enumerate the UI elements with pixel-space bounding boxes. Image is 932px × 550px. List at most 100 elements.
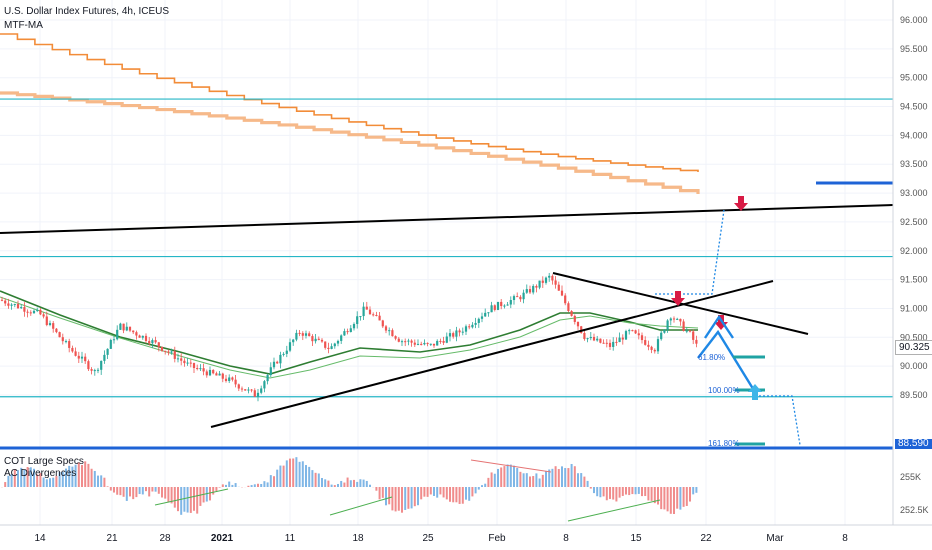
histogram-bar bbox=[100, 475, 103, 487]
candle-body bbox=[112, 339, 116, 341]
candle-body bbox=[266, 375, 269, 382]
time-tick-label: 28 bbox=[159, 533, 171, 544]
candle-body bbox=[484, 312, 487, 317]
candle-body bbox=[532, 285, 535, 293]
candle-body bbox=[208, 369, 212, 376]
time-tick-label: 14 bbox=[34, 533, 46, 544]
histogram-bar bbox=[221, 484, 224, 487]
candle-body bbox=[103, 354, 106, 361]
price-tick-label: 93.500 bbox=[900, 159, 928, 169]
histogram-bar bbox=[122, 487, 125, 497]
histogram-bar bbox=[161, 487, 163, 498]
candle-body bbox=[586, 338, 589, 340]
histogram-bar bbox=[529, 476, 531, 487]
indicator-label[interactable]: MTF-MA bbox=[4, 20, 43, 31]
histogram-bar bbox=[557, 469, 560, 487]
candle-body bbox=[61, 337, 64, 342]
histogram-bar bbox=[641, 487, 643, 497]
histogram-bar bbox=[113, 487, 115, 493]
candle-body bbox=[541, 280, 544, 283]
candle-body bbox=[676, 318, 679, 320]
histogram-bar bbox=[423, 487, 426, 497]
candle-body bbox=[253, 390, 256, 397]
candle-body bbox=[474, 322, 477, 325]
candle-body bbox=[455, 330, 458, 337]
candle-body bbox=[695, 339, 698, 344]
histogram-bar bbox=[52, 477, 55, 487]
trend-drawings[interactable] bbox=[0, 204, 894, 446]
candle-body bbox=[317, 338, 320, 340]
candle-body bbox=[154, 340, 157, 343]
price-axis[interactable]: 96.000 95.500 95.000 94.500 94.000 93.500 93.0… bbox=[892, 0, 928, 525]
histogram-bar bbox=[410, 487, 413, 509]
candle-body bbox=[212, 369, 215, 374]
histogram-bar bbox=[378, 487, 381, 500]
candle-body bbox=[410, 340, 413, 343]
histogram-bar bbox=[493, 473, 496, 487]
candle-body bbox=[151, 340, 154, 344]
candle-body bbox=[74, 351, 77, 356]
candle-body bbox=[36, 309, 39, 311]
histogram-bar bbox=[487, 477, 490, 487]
candle-body bbox=[180, 358, 183, 361]
histogram-bar bbox=[682, 487, 685, 507]
histogram-bar bbox=[522, 473, 525, 487]
time-tick-label: 15 bbox=[630, 533, 642, 544]
histogram-bar bbox=[583, 476, 586, 487]
histogram-bar bbox=[68, 465, 71, 487]
candle-body bbox=[535, 285, 538, 288]
candle-body bbox=[362, 306, 365, 317]
candle-body bbox=[624, 331, 628, 340]
candle-body bbox=[512, 296, 516, 301]
candle-body bbox=[228, 377, 231, 381]
histogram-bar bbox=[455, 487, 458, 503]
histogram-bar bbox=[157, 487, 160, 494]
candle-body bbox=[173, 351, 176, 359]
candle-body bbox=[333, 343, 336, 347]
histogram-bar bbox=[26, 467, 29, 487]
candle-body bbox=[640, 335, 644, 341]
histogram-bar bbox=[471, 487, 474, 497]
histogram-bar bbox=[362, 479, 365, 487]
candle-body bbox=[298, 332, 301, 334]
candle-body bbox=[506, 304, 509, 306]
candle-body bbox=[439, 340, 442, 342]
bullish-divergence-line-3 bbox=[329, 496, 393, 516]
candle-body bbox=[234, 379, 237, 385]
histogram-bar bbox=[116, 487, 119, 495]
histogram-bar bbox=[138, 487, 141, 495]
time-tick-label: 11 bbox=[285, 533, 296, 544]
histogram-bar bbox=[660, 487, 663, 510]
lower-tick-252k: 252.5K bbox=[900, 505, 929, 515]
histogram-bar bbox=[577, 473, 579, 487]
histogram-bar bbox=[541, 474, 544, 487]
cot-indicator-label[interactable]: COT Large Specs bbox=[4, 456, 84, 467]
histogram-bar bbox=[266, 482, 269, 487]
histogram-bar bbox=[327, 480, 330, 487]
histogram-bar bbox=[77, 462, 80, 487]
candle-body bbox=[16, 304, 20, 309]
histogram-bar bbox=[452, 487, 455, 503]
histogram-bar bbox=[97, 475, 99, 487]
time-axis[interactable]: 14 21 28 2021 11 18 25 Feb 8 15 22 Mar 8 bbox=[0, 524, 932, 544]
candle-body bbox=[413, 342, 416, 345]
ac-divergences-label[interactable]: AC Divergences bbox=[4, 468, 77, 479]
candle-body bbox=[551, 275, 554, 281]
candle-body bbox=[84, 356, 87, 362]
candle-body bbox=[116, 329, 119, 340]
candle-body bbox=[516, 296, 519, 298]
histogram-bar bbox=[436, 487, 439, 498]
candle-body bbox=[368, 309, 372, 315]
histogram-bar bbox=[276, 469, 279, 487]
candle-body bbox=[29, 312, 32, 314]
histogram-bar bbox=[4, 482, 7, 487]
histogram-bar bbox=[474, 487, 477, 494]
candle-body bbox=[256, 392, 260, 397]
candle-body bbox=[564, 295, 567, 304]
histogram-bar bbox=[580, 473, 583, 487]
histogram-bar bbox=[404, 487, 407, 510]
candle-body bbox=[397, 338, 400, 342]
candle-body bbox=[471, 324, 474, 328]
